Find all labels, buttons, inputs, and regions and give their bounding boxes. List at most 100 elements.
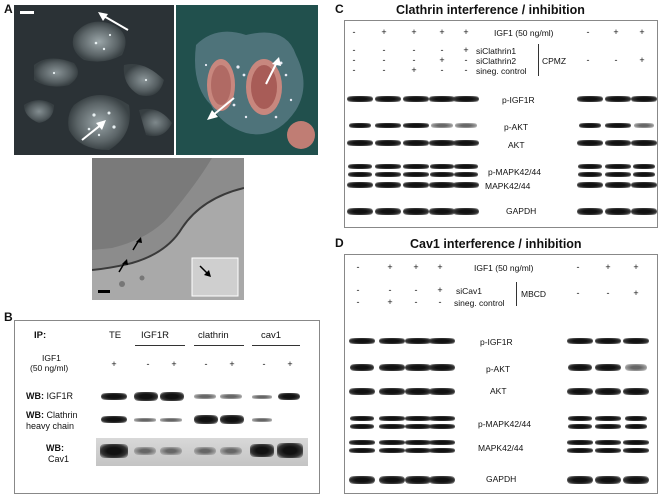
blot-band — [577, 96, 603, 102]
blot-label-p-mapk: p-MAPK42/44 — [488, 167, 541, 177]
blot-band — [405, 388, 431, 395]
blot-band — [405, 424, 431, 429]
blot-band — [379, 416, 405, 421]
blot-label-gapdh: GAPDH — [506, 206, 537, 216]
blot-label-p-akt: p-AKT — [504, 122, 529, 132]
sicav1-sign: - — [414, 285, 418, 295]
blot-band — [567, 388, 593, 395]
sicav1-label: siCav1 — [456, 286, 482, 296]
igf1-sign: + — [229, 359, 235, 369]
sineg-sign: + — [387, 297, 393, 307]
blot-band — [101, 416, 127, 423]
blot-band — [375, 164, 401, 169]
mbcd-label: MBCD — [521, 289, 547, 299]
panel-c-letter: C — [335, 2, 344, 16]
blot-band — [453, 182, 479, 188]
blot-band — [429, 440, 455, 445]
panel-b-letter: B — [4, 310, 13, 324]
arrow-icon — [132, 237, 142, 251]
igf1-sign: + — [633, 262, 639, 272]
blot-band — [631, 208, 657, 215]
blot-band — [347, 140, 373, 146]
blot-band — [375, 208, 401, 215]
arrow-icon — [207, 97, 235, 120]
blot-label-p-igf1r: p-IGF1R — [480, 337, 513, 347]
igf1-sign: + — [413, 262, 419, 272]
blot-band — [375, 96, 401, 102]
sineg-sign: - — [438, 297, 442, 307]
blot-band — [347, 164, 373, 169]
blot-band — [429, 424, 455, 429]
blot-band — [429, 338, 455, 344]
blot-band — [379, 364, 405, 371]
blot-band — [403, 164, 429, 169]
blot-band — [623, 338, 649, 344]
arrow-icon — [81, 120, 106, 141]
blot-band — [605, 172, 631, 177]
blot-band — [160, 392, 184, 401]
panel-b-box — [14, 320, 320, 494]
blot-band — [454, 172, 478, 177]
igf1-sign: - — [262, 359, 266, 369]
blot-band — [578, 123, 602, 128]
igf1-sign: + — [381, 27, 387, 37]
blot-band — [375, 123, 401, 128]
blot-label-mapk: MAPK42/44 — [478, 443, 524, 453]
arrow-icon — [265, 57, 281, 85]
blot-band — [250, 444, 274, 457]
blot-band — [625, 364, 647, 371]
group-igf1r: IGF1R — [141, 330, 169, 341]
siclathrin1-sign: - — [412, 45, 416, 55]
siclathrin1-sign: - — [382, 45, 386, 55]
fluorescence-micrograph-right — [176, 5, 318, 155]
blot-band — [379, 448, 405, 453]
blot-band — [278, 393, 300, 400]
igf1-label: IGF1 (50 ng/ml) — [474, 263, 534, 273]
blot-band — [349, 424, 375, 429]
blot-band — [349, 440, 375, 445]
mbcd-sign: + — [633, 288, 639, 298]
arrow-icon — [98, 12, 129, 31]
blot-band — [595, 424, 621, 429]
sineg-label: sineg. control — [476, 66, 527, 76]
blot-band — [429, 364, 455, 371]
blot-band — [577, 172, 603, 177]
panel-c-title: Clathrin interference / inhibition — [396, 3, 585, 17]
blot-band — [605, 123, 631, 128]
blot-band — [134, 418, 156, 422]
siclathrin1-label: siClathrin1 — [476, 46, 517, 56]
blot-band — [160, 418, 182, 422]
blot-band — [194, 415, 218, 424]
blot-band — [567, 416, 593, 421]
group-underline — [135, 345, 185, 346]
cpmz-label: CPMZ — [542, 56, 567, 66]
sicav1-sign: - — [356, 285, 360, 295]
group-cav1: cav1 — [261, 330, 282, 341]
wb-clathrin-label: WB: Clathrin — [26, 410, 78, 420]
blot-band — [347, 208, 373, 215]
blot-band — [349, 364, 375, 371]
blot-band — [349, 338, 375, 344]
blot-band — [101, 393, 127, 400]
blot-band — [429, 416, 455, 421]
siclathrin2-sign: - — [352, 55, 356, 65]
igf1-sign: + — [111, 359, 117, 369]
igf1-sign: - — [146, 359, 150, 369]
blot-band — [429, 182, 455, 188]
blot-band — [405, 416, 431, 421]
cpmz-sign: - — [586, 55, 590, 65]
igf1-sign: + — [463, 27, 469, 37]
blot-band — [624, 416, 648, 421]
sineg-sign: - — [352, 65, 356, 75]
blot-band — [623, 448, 649, 453]
igf1-sign: + — [171, 359, 177, 369]
blot-label-p-mapk: p-MAPK42/44 — [478, 419, 531, 429]
blot-band — [623, 476, 649, 484]
igf1-dose: (50 ng/ml) — [30, 363, 69, 373]
group-te: TE — [109, 330, 122, 341]
group-underline — [194, 345, 244, 346]
blot-band — [134, 447, 156, 455]
arrow-icon — [118, 259, 128, 273]
wb-cav1-prefix: WB: — [46, 443, 64, 453]
blot-band — [349, 416, 375, 421]
